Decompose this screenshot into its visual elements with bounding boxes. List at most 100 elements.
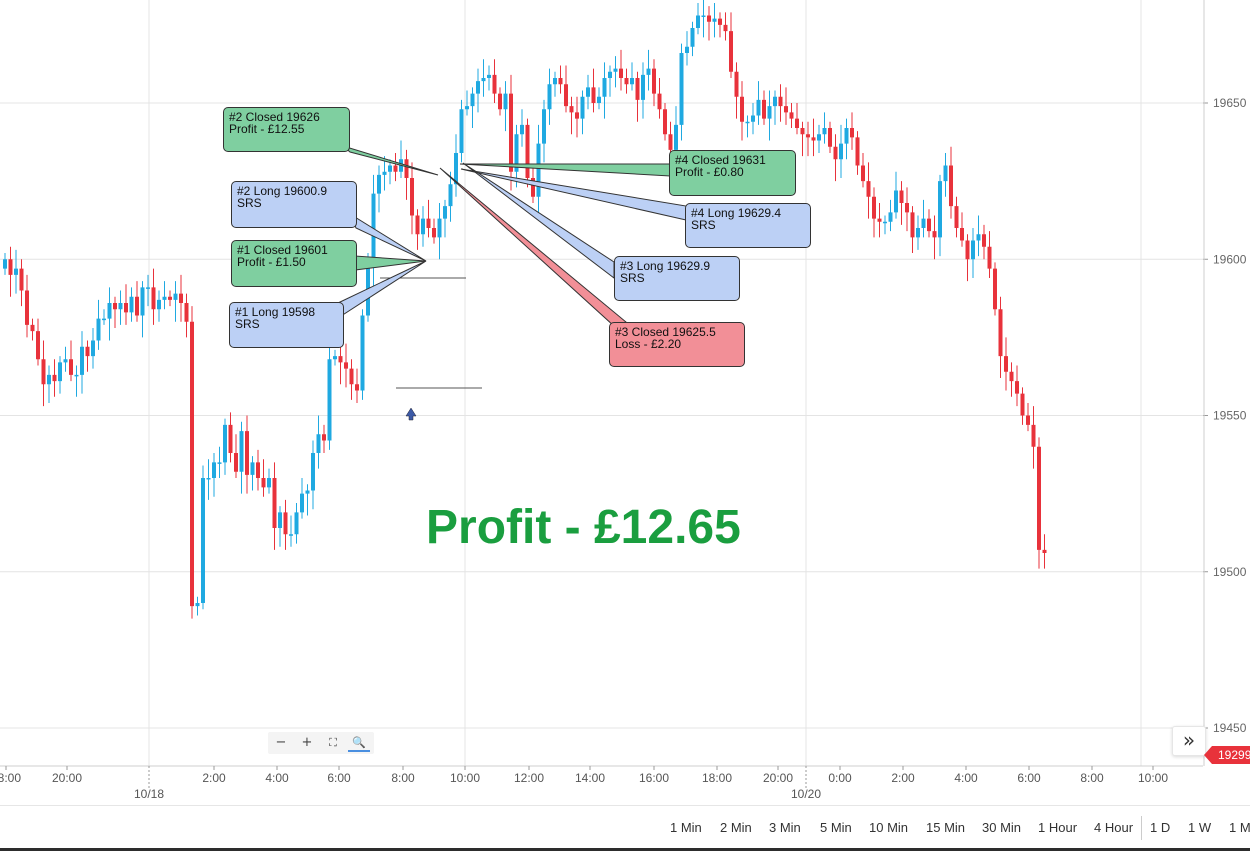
chart-zoom-toolbar bbox=[268, 732, 374, 754]
candle-down bbox=[1031, 424, 1036, 447]
timeframe-15-min[interactable]: 15 Min bbox=[926, 820, 966, 835]
candle-down bbox=[30, 324, 35, 332]
timeframe-3-min[interactable]: 3 Min bbox=[769, 820, 801, 835]
zoom-out-button[interactable]: − bbox=[270, 734, 292, 752]
candle-down bbox=[1026, 415, 1030, 425]
candle-up bbox=[333, 356, 337, 360]
candle-up bbox=[129, 296, 134, 313]
candle-down bbox=[113, 303, 117, 310]
candle-up bbox=[608, 71, 612, 78]
candle-up bbox=[327, 359, 332, 441]
candle-down bbox=[19, 268, 24, 291]
candle-up bbox=[91, 340, 95, 357]
y-tick-label: 19600 bbox=[1213, 252, 1247, 266]
y-tick-label: 19550 bbox=[1213, 409, 1247, 423]
timeframe-5-min[interactable]: 5 Min bbox=[820, 820, 852, 835]
callout-trade2-closed: #2 Closed 19626 Profit - £12.55 bbox=[223, 107, 350, 152]
scroll-right-button[interactable]: » bbox=[1172, 726, 1206, 756]
candle-up bbox=[894, 190, 898, 213]
candle-up bbox=[712, 18, 717, 22]
candle-down bbox=[1037, 446, 1041, 550]
candle-down bbox=[261, 478, 266, 488]
candle-up bbox=[745, 121, 750, 124]
candle-down bbox=[1015, 381, 1019, 394]
chart-canvas[interactable]: 19650 19600 19550 19500 19450 18:00 20:00 2:00 4… bbox=[0, 0, 1250, 805]
candle-up bbox=[63, 359, 68, 363]
candle-up bbox=[377, 174, 381, 194]
candle-down bbox=[575, 112, 579, 119]
timeframe-30-min[interactable]: 30 Min bbox=[982, 820, 1022, 835]
candle-up bbox=[3, 259, 7, 269]
timeframe-10-min[interactable]: 10 Min bbox=[869, 820, 909, 835]
candle-down bbox=[927, 218, 931, 232]
candle-up bbox=[839, 143, 843, 160]
candle-up bbox=[278, 512, 282, 528]
candle-down bbox=[998, 309, 1003, 357]
callout-trade4-long: #4 Long 19629.4 SRS bbox=[685, 203, 811, 248]
candle-up bbox=[817, 134, 821, 141]
candle-up bbox=[767, 106, 772, 119]
candle-up bbox=[201, 478, 205, 603]
candle-up bbox=[597, 96, 601, 103]
timeframe-1-month[interactable]: 1 M bbox=[1229, 820, 1250, 835]
candle-down bbox=[877, 218, 882, 222]
candle-down bbox=[283, 512, 288, 535]
candle-up bbox=[267, 478, 271, 488]
candle-up bbox=[173, 293, 178, 300]
timeframe-1-week[interactable]: 1 W bbox=[1188, 820, 1212, 835]
x-tick-label: 10:00 bbox=[450, 771, 480, 785]
candle-down bbox=[850, 128, 854, 138]
candle-up bbox=[613, 68, 618, 72]
candle-up bbox=[542, 109, 546, 144]
timeframe-bar: 1 Min 2 Min 3 Min 5 Min 10 Min 15 Min 30… bbox=[0, 805, 1250, 849]
candle-down bbox=[338, 356, 343, 363]
callout-connector bbox=[348, 212, 427, 262]
candle-down bbox=[426, 218, 431, 228]
callout-text: SRS bbox=[691, 218, 716, 232]
x-tick-label: 10:00 bbox=[1138, 771, 1168, 785]
candle-up bbox=[107, 303, 112, 319]
candle-down bbox=[184, 303, 189, 322]
candle-down bbox=[987, 246, 992, 269]
timeframe-4-hour[interactable]: 4 Hour bbox=[1094, 820, 1134, 835]
candle-up bbox=[223, 424, 227, 463]
price-chart[interactable]: 19650 19600 19550 19500 19450 18:00 20:00 2:00 4… bbox=[0, 0, 1250, 805]
candle-up bbox=[382, 171, 387, 175]
candle-up bbox=[476, 81, 480, 94]
candle-down bbox=[740, 96, 744, 122]
candle-down bbox=[1042, 549, 1047, 553]
callout-trade3-closed: #3 Closed 19625.5 Loss - £2.20 bbox=[609, 322, 745, 367]
candle-up bbox=[388, 165, 392, 172]
candle-down bbox=[932, 231, 937, 238]
candle-up bbox=[146, 287, 150, 289]
candle-up bbox=[602, 78, 607, 97]
candle-down bbox=[415, 215, 420, 235]
callout-trade4-closed: #4 Closed 19631 Profit - £0.80 bbox=[669, 150, 796, 196]
candle-up bbox=[646, 68, 651, 75]
candle-up bbox=[140, 287, 145, 316]
candle-down bbox=[245, 431, 249, 475]
date-label: 10/20 bbox=[791, 787, 821, 801]
fit-screen-button[interactable]: ⛶ bbox=[322, 734, 344, 752]
candle-down bbox=[861, 165, 865, 182]
magnify-search-button[interactable]: 🔍 bbox=[348, 734, 370, 752]
candle-up bbox=[96, 318, 101, 341]
candle-down bbox=[344, 362, 348, 369]
candle-down bbox=[69, 359, 73, 375]
candle-up bbox=[289, 534, 293, 536]
timeframe-1-min[interactable]: 1 Min bbox=[670, 820, 702, 835]
candle-down bbox=[668, 134, 673, 150]
callout-text: SRS bbox=[235, 317, 260, 331]
timeframe-1-hour[interactable]: 1 Hour bbox=[1038, 820, 1078, 835]
candle-down bbox=[795, 118, 799, 128]
candle-down bbox=[828, 128, 832, 147]
candle-up bbox=[503, 93, 508, 110]
candle-up bbox=[212, 462, 216, 478]
zoom-in-button[interactable]: + bbox=[296, 734, 318, 752]
candle-up bbox=[421, 218, 425, 235]
callout-text: SRS bbox=[620, 271, 645, 285]
timeframe-2-min[interactable]: 2 Min bbox=[720, 820, 752, 835]
candle-down bbox=[228, 424, 233, 453]
candle-up bbox=[514, 134, 519, 172]
timeframe-1-day[interactable]: 1 D bbox=[1150, 820, 1171, 835]
